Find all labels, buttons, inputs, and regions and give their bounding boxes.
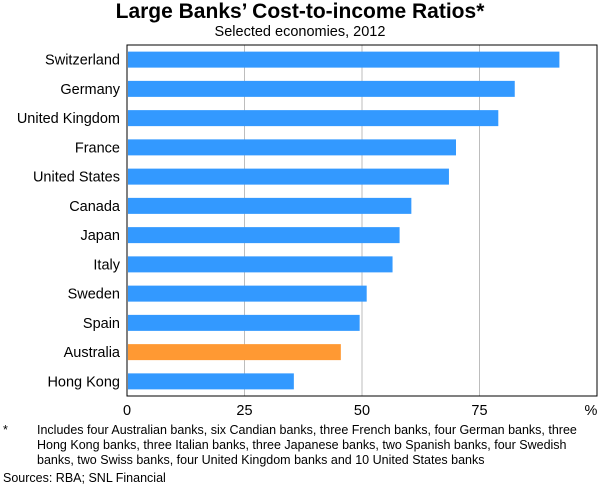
- chart-subtitle: Selected economies, 2012: [214, 24, 386, 40]
- category-labels: Switzerland Germany United Kingdom France Un…: [17, 53, 121, 391]
- bar-sweden: [128, 285, 367, 302]
- category-label-switzerland: Switzerland: [45, 53, 120, 69]
- bar-australia: [128, 344, 341, 361]
- bar-japan: [128, 227, 400, 244]
- bar-united-states: [128, 168, 449, 185]
- x-tick-label-25: 25: [236, 403, 252, 419]
- bars: [128, 51, 560, 390]
- category-label-united-kingdom: United Kingdom: [17, 111, 120, 127]
- x-tick-label-50: 50: [354, 403, 370, 419]
- footnote-text: Includes four Australian banks, six Cand…: [37, 423, 577, 467]
- bar-spain: [128, 314, 360, 331]
- x-tick-label-0: 0: [123, 403, 131, 419]
- bar-france: [128, 139, 456, 156]
- bar-chart: Switzerland Germany United Kingdom France Un…: [17, 44, 598, 419]
- bar-germany: [128, 80, 515, 97]
- bar-hong-kong: [128, 373, 294, 390]
- category-label-canada: Canada: [69, 199, 121, 215]
- category-label-spain: Spain: [83, 316, 120, 332]
- bar-switzerland: [128, 51, 560, 68]
- category-label-france: France: [75, 140, 120, 156]
- chart-title: Large Banks’ Cost-to-income Ratios*: [115, 0, 485, 23]
- x-axis-unit: %: [585, 403, 598, 419]
- bar-italy: [128, 256, 393, 273]
- category-label-japan: Japan: [80, 228, 120, 244]
- category-label-germany: Germany: [60, 82, 120, 98]
- x-tick-label-75: 75: [471, 403, 487, 419]
- footnote-mark: *: [3, 423, 8, 437]
- gridlines: [244, 45, 480, 396]
- category-label-united-states: United States: [33, 170, 120, 186]
- footnote: * Includes four Australian banks, six Ca…: [3, 423, 595, 468]
- category-label-italy: Italy: [93, 257, 120, 273]
- category-label-hong-kong: Hong Kong: [47, 374, 120, 390]
- bar-united-kingdom: [128, 110, 499, 127]
- category-label-australia: Australia: [64, 345, 121, 361]
- plot-frame: [126, 44, 598, 397]
- category-label-sweden: Sweden: [68, 287, 120, 303]
- sources: Sources: RBA; SNL Financial: [3, 471, 166, 485]
- bar-canada: [128, 197, 412, 214]
- x-axis-ticks: 0 25 50 75%: [123, 403, 598, 419]
